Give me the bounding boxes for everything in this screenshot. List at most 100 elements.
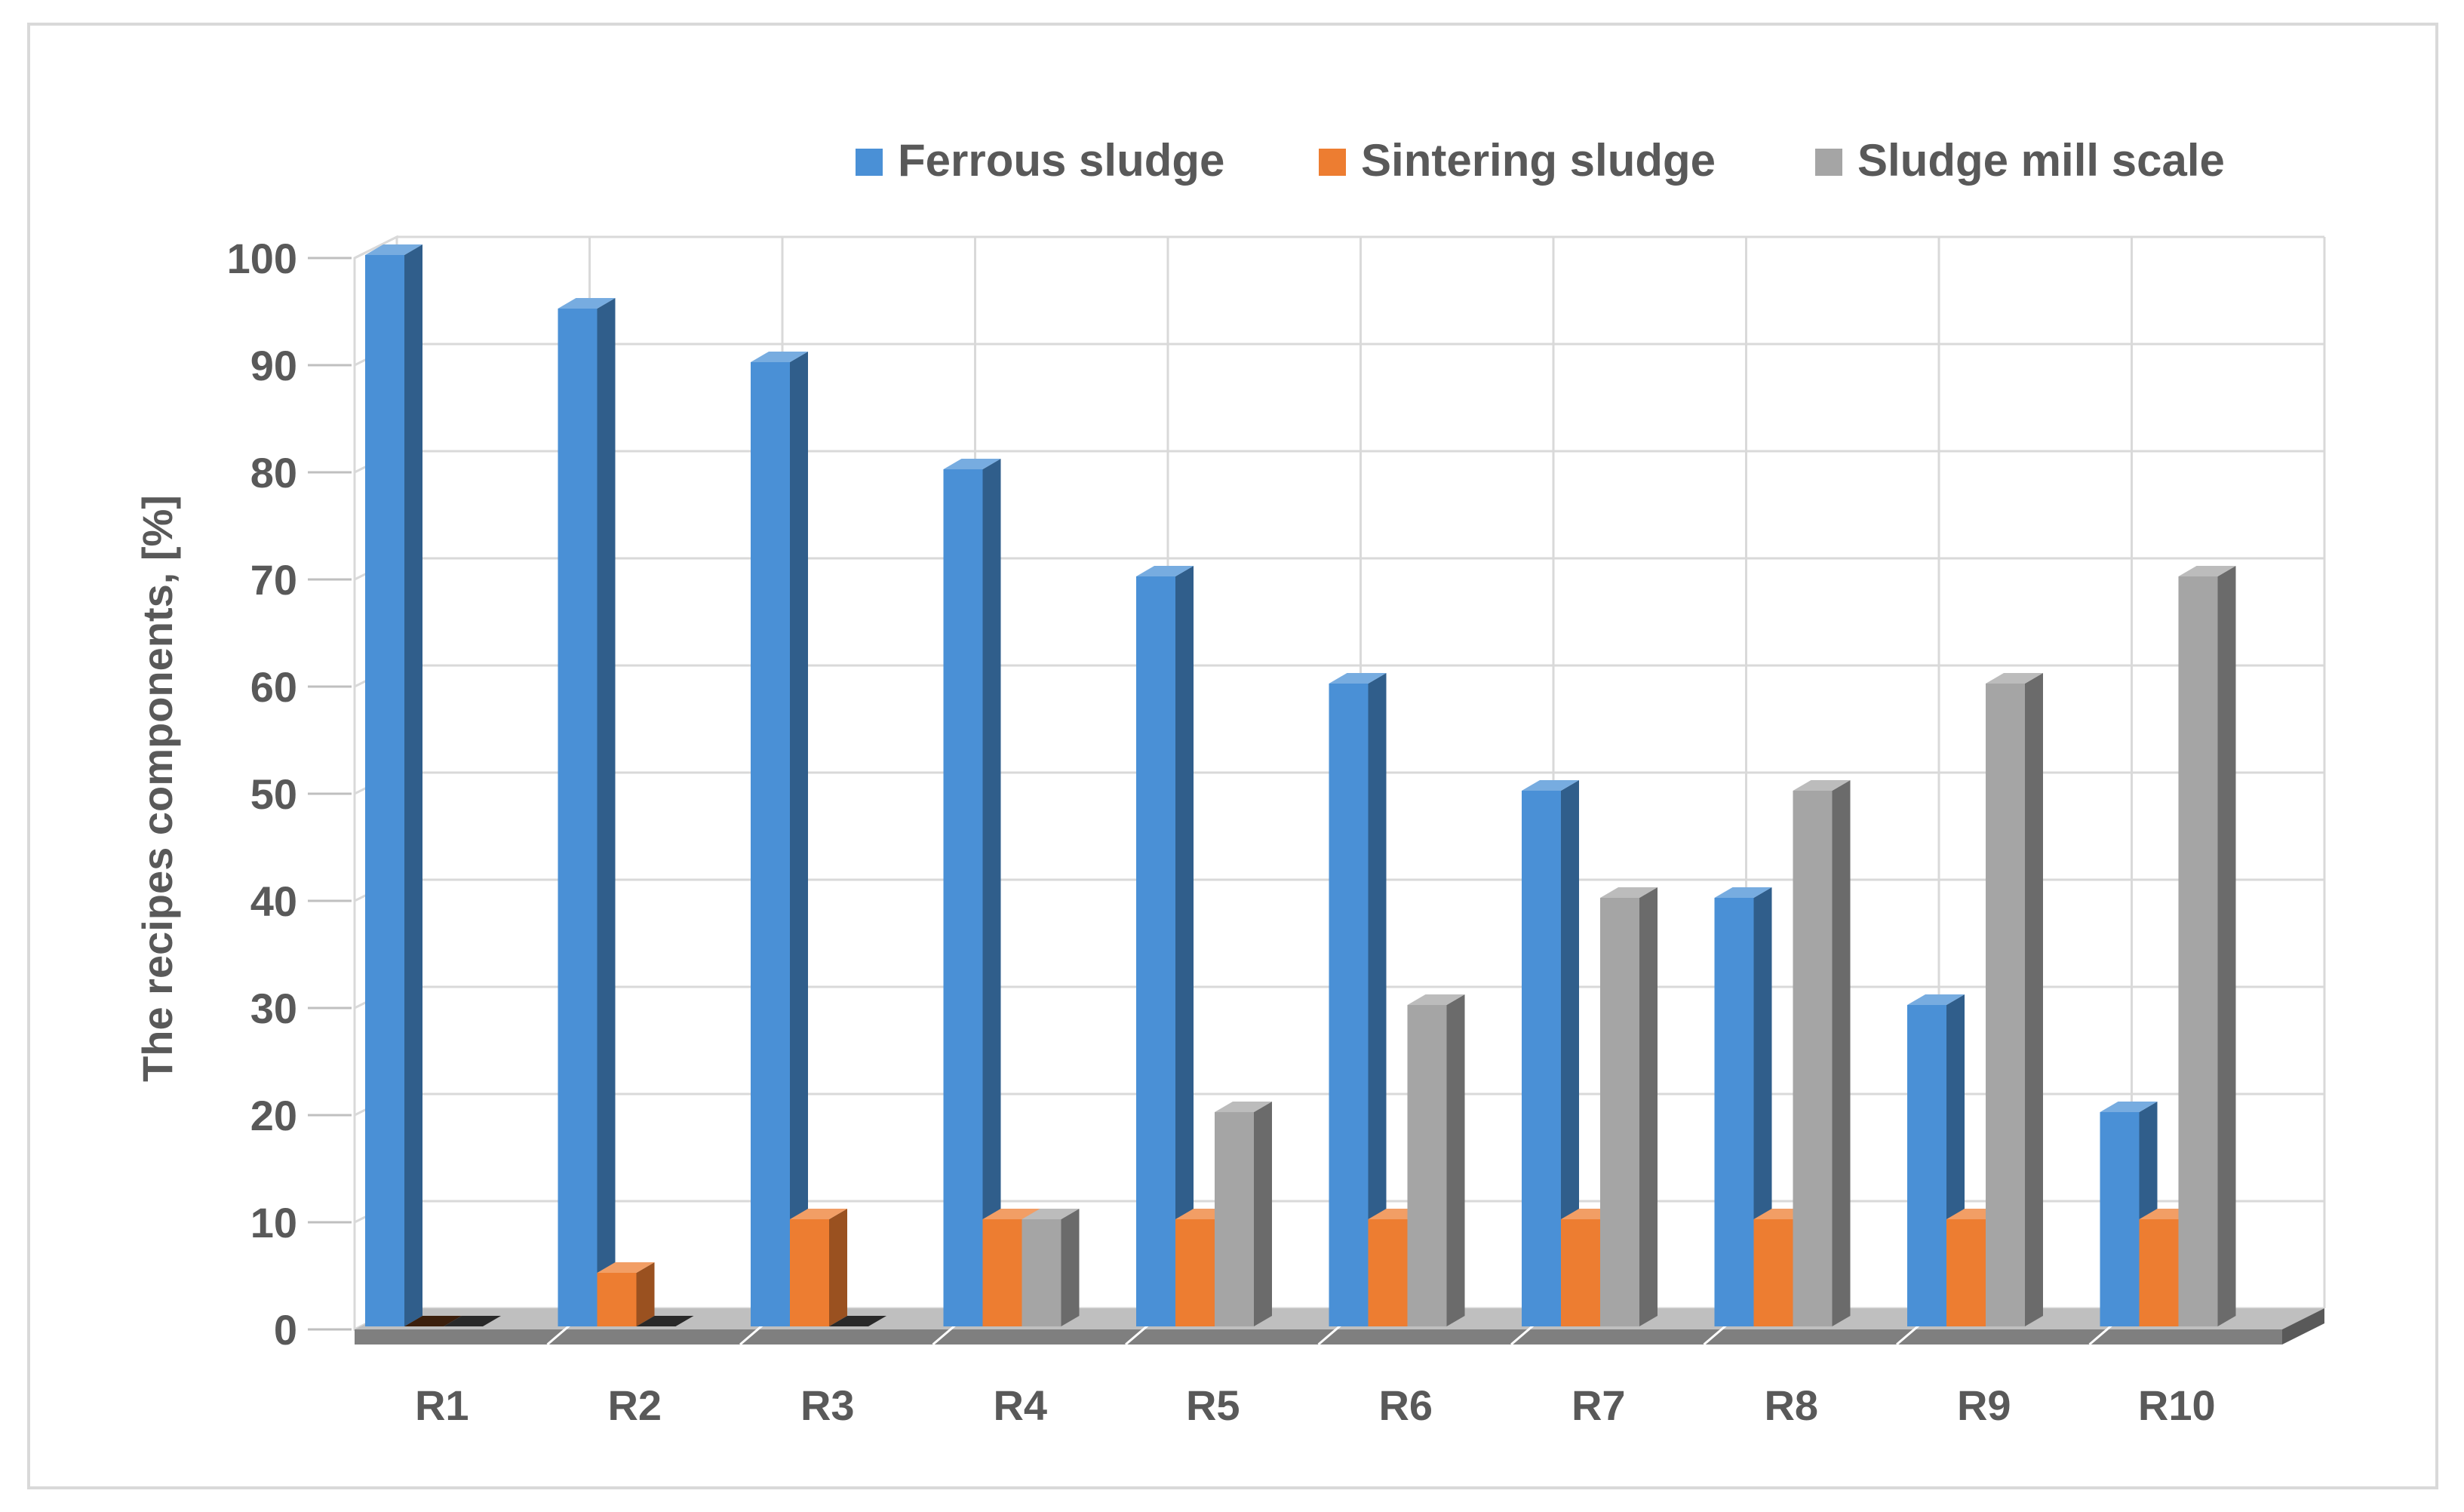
bar-side [829,1209,847,1326]
x-tick-label: R3 [800,1381,855,1429]
bar-side [2025,673,2043,1326]
bar-front [558,309,598,1326]
x-tick-label: R2 [607,1381,662,1429]
bar-front [1329,684,1369,1326]
bar-sintering-r3 [790,1209,847,1326]
bar-top [1522,780,1579,791]
bar-top [1714,887,1772,898]
bar-top [1986,673,2043,684]
y-axis-label: The recipes components, [%] [134,495,181,1082]
bar-mill-scale-r9 [1986,673,2043,1326]
floor-front [355,1329,2282,1345]
y-gridline [354,343,2324,367]
bar-sintering-r1 [404,1316,462,1326]
bar-side [1832,780,1851,1326]
bar-side [982,459,1001,1326]
bar-side [597,298,616,1326]
bar-front [1407,1005,1447,1326]
bar-side [1061,1209,1080,1326]
y-tick-label: 80 [250,449,297,496]
bar-base [444,1316,501,1326]
legend-item-sintering: Sintering sludge [1319,135,1716,186]
y-axis-ticks: 0 10 20 30 40 50 60 70 80 90 100 [227,235,352,1354]
bar-front [751,362,790,1326]
x-tick-label: R1 [415,1381,469,1429]
y-gridline [354,557,2324,581]
bar-front [365,255,404,1326]
bar-ferrous-r2 [558,298,616,1326]
bar-front [1022,1219,1061,1326]
bar-ferrous-r3 [751,352,808,1326]
bar-side [1561,780,1579,1326]
bar-mill-scale-r2 [636,1316,694,1326]
bar-top [1407,994,1465,1005]
bar-side [790,352,808,1326]
bar-side [636,1262,655,1326]
bar-base [636,1316,694,1326]
bar-front [2139,1219,2179,1326]
bar-front [2178,576,2218,1326]
bar-top [2178,566,2236,576]
bar-top [1600,887,1658,898]
bar-side [1175,566,1194,1326]
y-tick-label: 70 [250,556,297,604]
bar-top [558,298,616,309]
bar-front [1714,898,1754,1326]
bar-top [751,352,808,362]
x-tick-label: R8 [1764,1381,1818,1429]
bar-top [943,459,1001,469]
y-gridline [354,450,2324,474]
bar-top [1329,673,1387,684]
bar-ferrous-r1 [365,244,422,1326]
bar-mill-scale-r8 [1793,780,1851,1326]
bar-base [829,1316,886,1326]
bar-mill-scale-r1 [444,1316,501,1326]
bar-side [1254,1102,1272,1326]
y-tick-label: 40 [250,877,297,925]
bar-top [1022,1209,1080,1219]
bar-ferrous-r6 [1329,673,1387,1326]
bar-side [1368,673,1387,1326]
bar-front [1136,576,1175,1326]
bar-ferrous-r4 [943,459,1001,1326]
bar-front [1561,1219,1600,1326]
legend-swatch [856,149,883,176]
bar-mill-scale-r3 [829,1316,886,1326]
bar-side [2217,566,2236,1326]
legend-label: Sintering sludge [1361,135,1716,186]
bar-front [1175,1219,1215,1326]
bar-front [982,1219,1022,1326]
legend-label: Sludge mill scale [1857,135,2225,186]
bar-top [982,1209,1040,1219]
bars [365,244,2236,1326]
legend-swatch [1815,149,1842,176]
bar-top [790,1209,847,1219]
bar-mill-scale-r5 [1215,1102,1272,1326]
bar-front [1215,1112,1254,1326]
legend: Ferrous sludge Sintering sludge Sludge mil… [856,135,2225,186]
bar-top [1215,1102,1272,1112]
bar-ferrous-r5 [1136,566,1194,1326]
bar-front [1907,1005,1946,1326]
bar-mill-scale-r10 [2178,566,2236,1326]
x-axis-ticks: R1 R2 R3 R4 R5 R6 R7 R8 R9 R10 [415,1381,2216,1429]
x-tick-label: R9 [1957,1381,2011,1429]
y-tick-label: 10 [250,1199,297,1246]
bar-top [1793,780,1851,791]
bar-front [1793,791,1833,1326]
bar-side [1639,887,1658,1326]
bar-mill-scale-r6 [1407,994,1465,1326]
legend-swatch [1319,149,1346,176]
bar-front [943,469,983,1326]
y-tick-label: 30 [250,985,297,1032]
y-tick-label: 60 [250,663,297,711]
bar-front [1986,684,2025,1326]
bar-sintering-r2 [597,1262,655,1326]
bar-front [1753,1219,1793,1326]
bar-mill-scale-r7 [1600,887,1658,1326]
y-tick-label: 100 [227,235,297,282]
y-tick-label: 20 [250,1092,297,1139]
bar-top [1136,566,1194,576]
x-tick-label: R10 [2138,1381,2216,1429]
